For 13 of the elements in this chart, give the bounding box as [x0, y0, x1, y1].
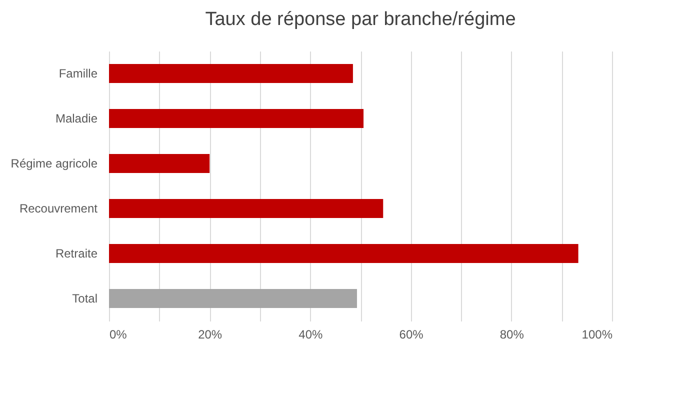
x-tick-label: 60% — [399, 328, 424, 342]
y-tick-label: Total — [72, 292, 98, 306]
x-tick-label: 40% — [298, 328, 324, 342]
x-tick-label: 20% — [198, 328, 222, 342]
y-tick-label: Régime agricole — [10, 156, 98, 170]
y-tick-label: Retraite — [55, 246, 98, 260]
x-tick-label: 100% — [582, 328, 613, 342]
y-tick-label: Recouvrement — [19, 202, 98, 216]
x-tick-label: 0% — [110, 328, 128, 342]
chart-title: Taux de réponse par branche/régime — [205, 9, 516, 30]
y-tick-label: Famille — [58, 66, 98, 80]
x-tick-label: 80% — [500, 328, 524, 342]
y-tick-label: Maladie — [55, 112, 98, 126]
